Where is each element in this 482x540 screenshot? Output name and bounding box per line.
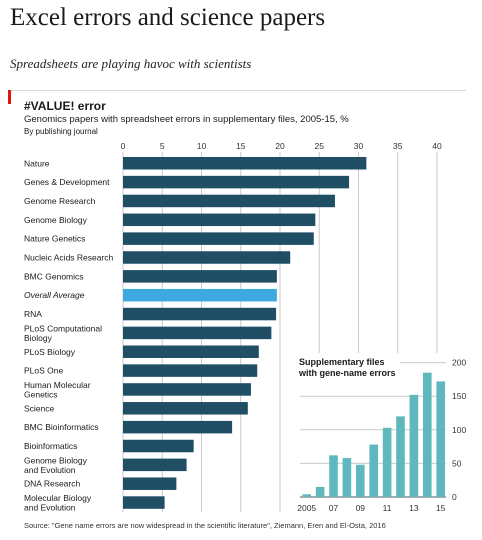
main-bar bbox=[123, 345, 259, 358]
category-label: Science bbox=[24, 403, 55, 413]
category-label: Bioinformatics bbox=[24, 441, 77, 451]
inset-y-tick-label: 0 bbox=[452, 492, 457, 502]
inset-x-tick-label: 13 bbox=[409, 503, 419, 513]
chart-source: Source: "Gene name errors are now widesp… bbox=[24, 521, 386, 530]
category-label: Genome Research bbox=[24, 196, 96, 206]
inset-bar bbox=[329, 455, 338, 497]
inset-y-tick-label: 150 bbox=[452, 391, 466, 401]
main-x-tick-label: 20 bbox=[275, 141, 285, 151]
main-bar bbox=[123, 458, 187, 472]
main-x-tick-label: 15 bbox=[236, 141, 246, 151]
category-label: Genome Biology bbox=[24, 215, 88, 225]
chart-note: By publishing journal bbox=[24, 127, 98, 136]
standfirst: Spreadsheets are playing havoc with scie… bbox=[10, 56, 252, 71]
category-label: PLoS Computational bbox=[24, 323, 102, 333]
category-label: BMC Bioinformatics bbox=[24, 422, 99, 432]
main-bar bbox=[123, 213, 316, 227]
category-label: Genome Biology bbox=[24, 455, 88, 465]
main-x-tick-label: 40 bbox=[432, 141, 442, 151]
chart-subtitle: Genomics papers with spreadsheet errors … bbox=[24, 114, 349, 125]
main-x-tick-label: 10 bbox=[197, 141, 207, 151]
category-label: Nature bbox=[24, 158, 50, 168]
main-bar bbox=[123, 157, 367, 170]
inset-bar bbox=[382, 427, 392, 497]
main-bar bbox=[123, 307, 277, 321]
main-bar bbox=[123, 364, 258, 377]
inset-bar bbox=[315, 486, 325, 497]
inset-bar bbox=[396, 416, 405, 497]
inset-bar bbox=[342, 458, 352, 497]
category-label: Nucleic Acids Research bbox=[24, 253, 114, 263]
main-bar bbox=[123, 288, 277, 302]
category-label: PLoS Biology bbox=[24, 347, 76, 357]
main-bar bbox=[123, 326, 272, 340]
inset-title: Supplementary files bbox=[299, 357, 385, 367]
category-label: Genetics bbox=[24, 389, 58, 399]
inset-title: with gene-name errors bbox=[298, 368, 396, 378]
main-bar bbox=[123, 270, 277, 283]
category-label: DNA Research bbox=[24, 479, 80, 489]
main-bar bbox=[123, 194, 335, 208]
inset-bar bbox=[436, 381, 445, 497]
main-bar bbox=[123, 477, 177, 490]
inset-x-tick-label: 2005 bbox=[297, 503, 316, 513]
category-label: Genes & Development bbox=[24, 177, 110, 187]
category-label: Biology bbox=[24, 333, 53, 343]
category-label: and Evolution bbox=[24, 503, 76, 513]
category-label: Human Molecular bbox=[24, 380, 91, 390]
inset-x-tick-label: 11 bbox=[383, 503, 392, 513]
inset-y-tick-label: 100 bbox=[452, 425, 466, 435]
main-x-tick-label: 5 bbox=[160, 141, 165, 151]
headline: Excel errors and science papers bbox=[10, 4, 326, 31]
category-label: PLoS One bbox=[24, 366, 63, 376]
main-x-tick-label: 30 bbox=[354, 141, 364, 151]
main-bar bbox=[123, 420, 233, 434]
category-label: Molecular Biology bbox=[24, 493, 92, 503]
main-bar bbox=[123, 383, 251, 396]
category-label: BMC Genomics bbox=[24, 271, 84, 281]
main-bar bbox=[123, 251, 291, 264]
inset-bar bbox=[423, 372, 432, 497]
inset-bar bbox=[369, 444, 378, 497]
main-x-tick-label: 25 bbox=[315, 141, 325, 151]
inset-bar bbox=[356, 464, 365, 497]
main-bar bbox=[123, 439, 194, 453]
inset-y-tick-label: 50 bbox=[452, 458, 462, 468]
main-x-tick-label: 35 bbox=[393, 141, 403, 151]
main-x-tick-label: 0 bbox=[121, 141, 126, 151]
main-bar bbox=[123, 402, 248, 415]
red-tag bbox=[8, 90, 11, 104]
category-label: RNA bbox=[24, 309, 42, 319]
category-label: and Evolution bbox=[24, 465, 76, 475]
main-bar bbox=[123, 175, 350, 189]
category-label: Overall Average bbox=[24, 290, 85, 300]
inset-x-tick-label: 15 bbox=[436, 503, 446, 513]
inset-y-tick-label: 200 bbox=[452, 358, 466, 368]
inset-bar bbox=[302, 494, 311, 497]
category-label: Nature Genetics bbox=[24, 234, 85, 244]
inset-x-tick-label: 07 bbox=[329, 503, 339, 513]
chart-title: #VALUE! error bbox=[24, 99, 106, 113]
chart-top-rule bbox=[8, 90, 466, 91]
main-bar bbox=[123, 232, 314, 245]
inset-bar bbox=[409, 394, 419, 497]
inset-x-tick-label: 09 bbox=[356, 503, 366, 513]
main-bar bbox=[123, 496, 165, 509]
